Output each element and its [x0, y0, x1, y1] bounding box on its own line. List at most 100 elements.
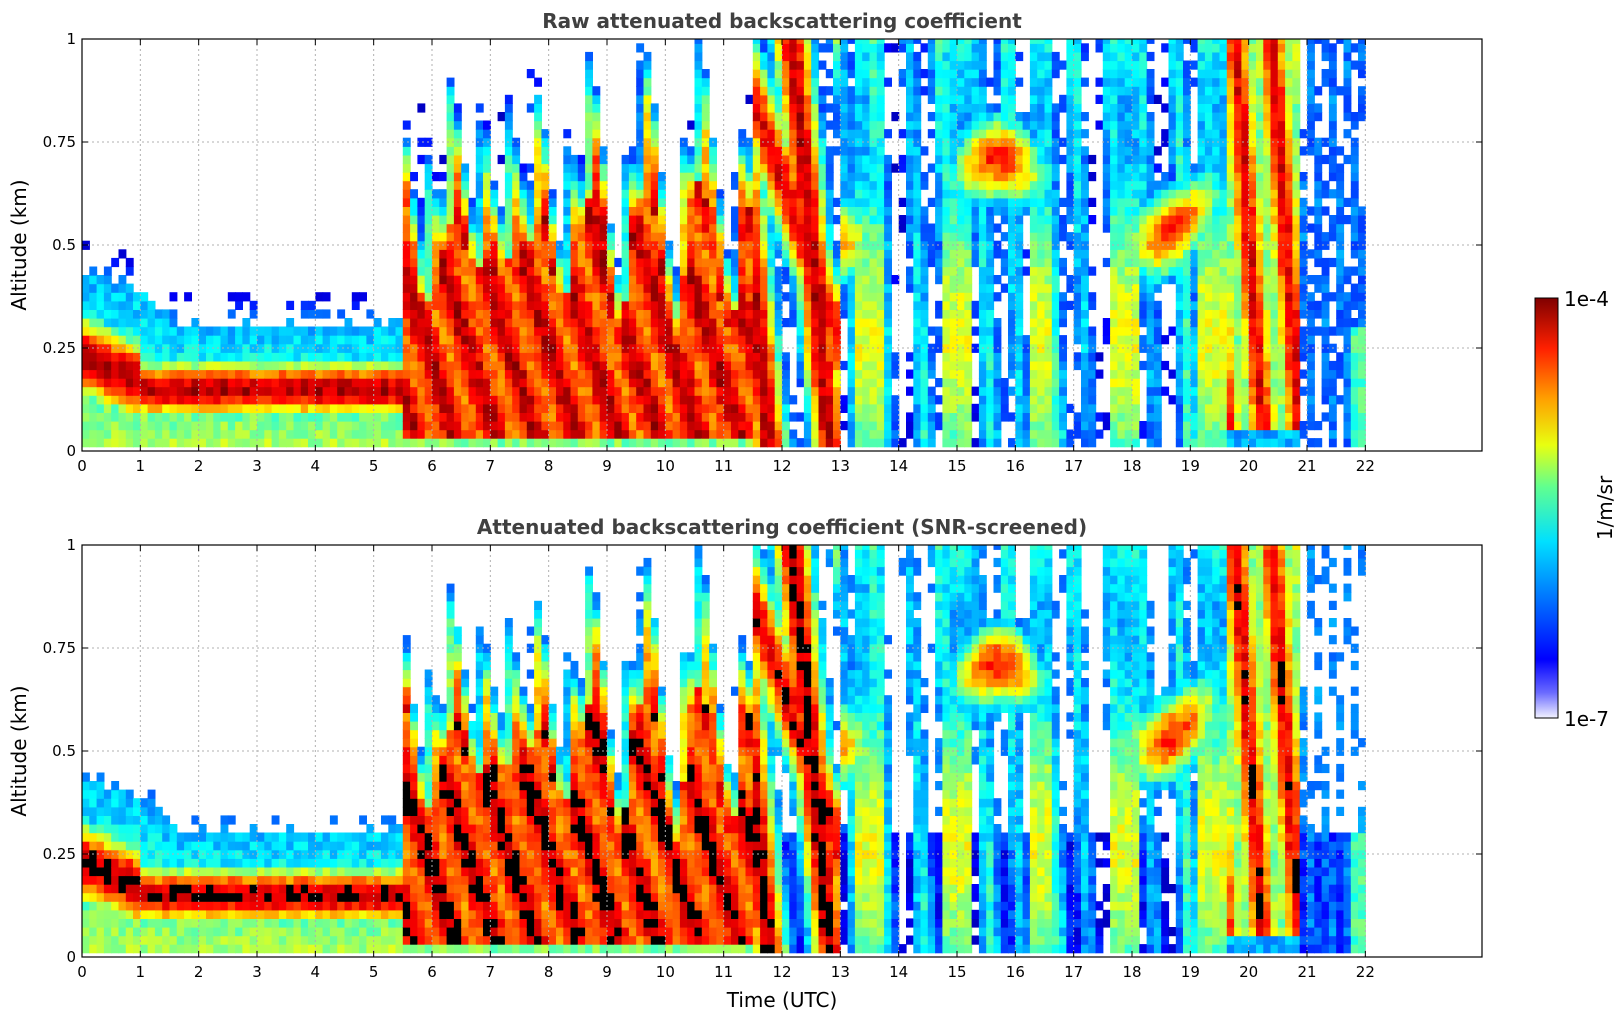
- heatmap-cell: [1139, 129, 1148, 139]
- heatmap-cell: [439, 292, 448, 302]
- heatmap-cell: [1008, 223, 1016, 233]
- heatmap-cell: [1117, 283, 1126, 293]
- heatmap-cell: [278, 360, 287, 371]
- heatmap-cell: [862, 215, 871, 225]
- heatmap-cell: [483, 154, 491, 165]
- heatmap-cell: [1044, 120, 1053, 130]
- heatmap-cell: [242, 438, 251, 448]
- heatmap-cell: [264, 395, 273, 405]
- heatmap-cell: [1190, 197, 1199, 207]
- heatmap-cell: [1015, 257, 1024, 268]
- heatmap-cell: [694, 189, 703, 199]
- heatmap-cell: [607, 257, 615, 268]
- heatmap-cell: [453, 309, 462, 319]
- heatmap-cell: [453, 318, 462, 328]
- heatmap-cell: [957, 421, 965, 431]
- heatmap-cell: [249, 335, 258, 345]
- heatmap-cell: [1059, 300, 1067, 310]
- heatmap-cell: [475, 335, 484, 345]
- heatmap-cell: [731, 352, 739, 362]
- heatmap-cell: [978, 335, 987, 345]
- heatmap-cell: [1051, 309, 1060, 319]
- heatmap-cell: [687, 275, 696, 285]
- heatmap-cell: [679, 257, 688, 268]
- heatmap-cell: [796, 129, 805, 139]
- heatmap-cell: [935, 300, 943, 310]
- heatmap-cell: [1132, 163, 1140, 173]
- heatmap-cell: [825, 352, 834, 362]
- heatmap-cell: [1037, 412, 1046, 422]
- heatmap-cell: [986, 215, 995, 225]
- heatmap-cell: [417, 240, 426, 250]
- heatmap-cell: [1102, 103, 1111, 113]
- heatmap-cell: [607, 240, 615, 250]
- heatmap-cell: [701, 180, 710, 190]
- heatmap-cell: [687, 343, 696, 353]
- heatmap-cell: [249, 360, 258, 371]
- heatmap-cell: [344, 421, 353, 431]
- heatmap-cell: [949, 206, 958, 216]
- heatmap-cell: [920, 292, 929, 302]
- heatmap-cell: [694, 43, 703, 53]
- heatmap-cell: [760, 69, 768, 79]
- heatmap-cell: [614, 412, 623, 422]
- heatmap-cell: [1081, 172, 1089, 182]
- heatmap-cell: [125, 300, 134, 310]
- heatmap-cell: [169, 360, 178, 371]
- heatmap-cell: [760, 120, 768, 130]
- heatmap-cell: [687, 292, 696, 302]
- heatmap-cell: [789, 283, 798, 293]
- heatmap-cell: [1110, 318, 1118, 328]
- heatmap-cell: [475, 154, 484, 165]
- heatmap-cell: [497, 395, 506, 405]
- heatmap-cell: [388, 438, 397, 448]
- heatmap-cell: [468, 438, 477, 448]
- heatmap-cell: [672, 378, 681, 388]
- heatmap-cell: [1081, 249, 1089, 259]
- heatmap-cell: [461, 318, 470, 328]
- heatmap-cell: [475, 223, 484, 233]
- heatmap-cell: [920, 395, 929, 405]
- heatmap-cell: [709, 352, 717, 362]
- heatmap-cell: [709, 309, 717, 319]
- heatmap-cell: [1212, 318, 1221, 328]
- heatmap-cell: [103, 369, 112, 379]
- heatmap-cell: [1044, 249, 1053, 259]
- heatmap-cell: [453, 421, 462, 431]
- heatmap-cell: [643, 77, 652, 87]
- heatmap-cell: [475, 275, 484, 285]
- heatmap-cell: [446, 292, 455, 302]
- heatmap-cell: [1029, 412, 1038, 422]
- heatmap-cell: [935, 163, 943, 173]
- heatmap-cell: [709, 421, 717, 431]
- heatmap-cell: [402, 172, 411, 182]
- heatmap-cell: [490, 292, 499, 302]
- heatmap-cell: [913, 412, 922, 422]
- heatmap-cell: [176, 438, 185, 448]
- heatmap-cell: [1124, 51, 1133, 62]
- heatmap-cell: [483, 206, 491, 216]
- heatmap-cell: [446, 197, 455, 207]
- heatmap-cell: [1073, 421, 1082, 431]
- heatmap-cell: [731, 292, 739, 302]
- heatmap-cell: [614, 300, 623, 310]
- heatmap-cell: [1219, 318, 1228, 328]
- heatmap-cell: [942, 189, 951, 199]
- heatmap-cell: [329, 386, 338, 396]
- heatmap-cell: [709, 206, 717, 216]
- heatmap-cell: [745, 275, 754, 285]
- heatmap-cell: [636, 86, 645, 96]
- heatmap-cell: [723, 309, 732, 319]
- heatmap-cell: [548, 335, 557, 345]
- heatmap-cell: [483, 232, 491, 242]
- heatmap-cell: [541, 360, 550, 371]
- heatmap-cell: [286, 378, 295, 388]
- heatmap-cell: [876, 197, 885, 207]
- heatmap-cell: [709, 215, 717, 225]
- heatmap-cell: [672, 326, 681, 336]
- heatmap-cell: [701, 120, 710, 130]
- heatmap-cell: [738, 266, 747, 276]
- heatmap-cell: [592, 326, 601, 336]
- heatmap-cell: [592, 129, 601, 139]
- heatmap-cell: [935, 266, 943, 276]
